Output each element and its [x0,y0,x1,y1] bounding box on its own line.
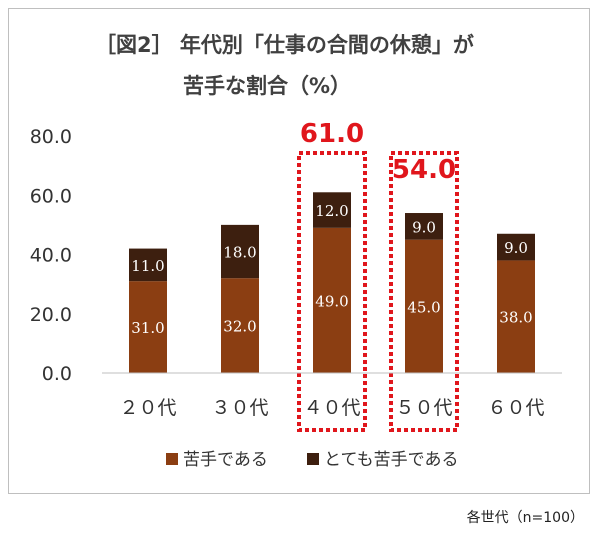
y-axis-ticks: 0.0 20.0 40.0 60.0 80.0 [30,126,72,385]
bar-data-label: 38.0 [499,309,532,327]
legend-label: 苦手である [183,450,268,470]
x-category-label: ２０代 [119,397,176,419]
legend-label: とても苦手である [324,450,458,470]
bar-data-label: 45.0 [407,298,440,316]
bar-segment [221,224,259,279]
y-tick-label: 20.0 [30,304,72,326]
y-tick-label: 60.0 [30,185,72,207]
highlight-total-label: 54.0 [392,155,456,185]
highlight-box [297,151,367,432]
bar-segment [497,260,535,373]
x-category-label: ４０代 [303,397,360,419]
bar-segment [405,239,443,373]
bar-data-label: 12.0 [315,202,348,220]
y-tick-label: 0.0 [42,363,72,385]
legend-swatch [307,453,319,465]
bar-segment [405,213,443,240]
footnote: 各世代（n=100） [466,510,584,526]
bar-data-label: 18.0 [223,244,256,262]
y-tick-label: 80.0 [30,126,72,148]
x-category-label: ３０代 [211,397,268,419]
bar-segment [313,192,351,228]
bar-segment [129,281,167,373]
highlight-total-label: 61.0 [300,119,364,149]
bar-segment [313,227,351,373]
bar-data-label: 49.0 [315,292,348,310]
chart-title-line1: ［図2］ 年代別「仕事の合間の休憩」が [95,33,474,57]
chart-title-line2: 苦手な割合（%） [183,74,351,98]
bars: 31.0 11.0 32.0 18.0 49.0 12.0 45.0 9.0 38.0 9.0 [129,192,535,373]
highlight-box [389,151,459,432]
bar-segment [497,233,535,261]
legend-swatch [166,453,178,465]
highlight-boxes: 61.0 54.0 [297,119,459,432]
legend: 苦手である とても苦手である [166,450,458,470]
x-category-label: ６０代 [487,397,544,419]
bar-data-label: 9.0 [412,218,436,236]
y-tick-label: 40.0 [30,245,72,267]
bar-data-label: 9.0 [504,239,528,257]
bar-segment [221,278,259,373]
x-category-label: ５０代 [395,397,452,419]
bar-data-label: 31.0 [131,319,164,337]
bar-segment [129,248,167,282]
bar-data-label: 11.0 [131,257,164,275]
x-axis-categories: ２０代 ３０代 ４０代 ５０代 ６０代 [119,397,544,419]
bar-data-label: 32.0 [223,318,256,336]
